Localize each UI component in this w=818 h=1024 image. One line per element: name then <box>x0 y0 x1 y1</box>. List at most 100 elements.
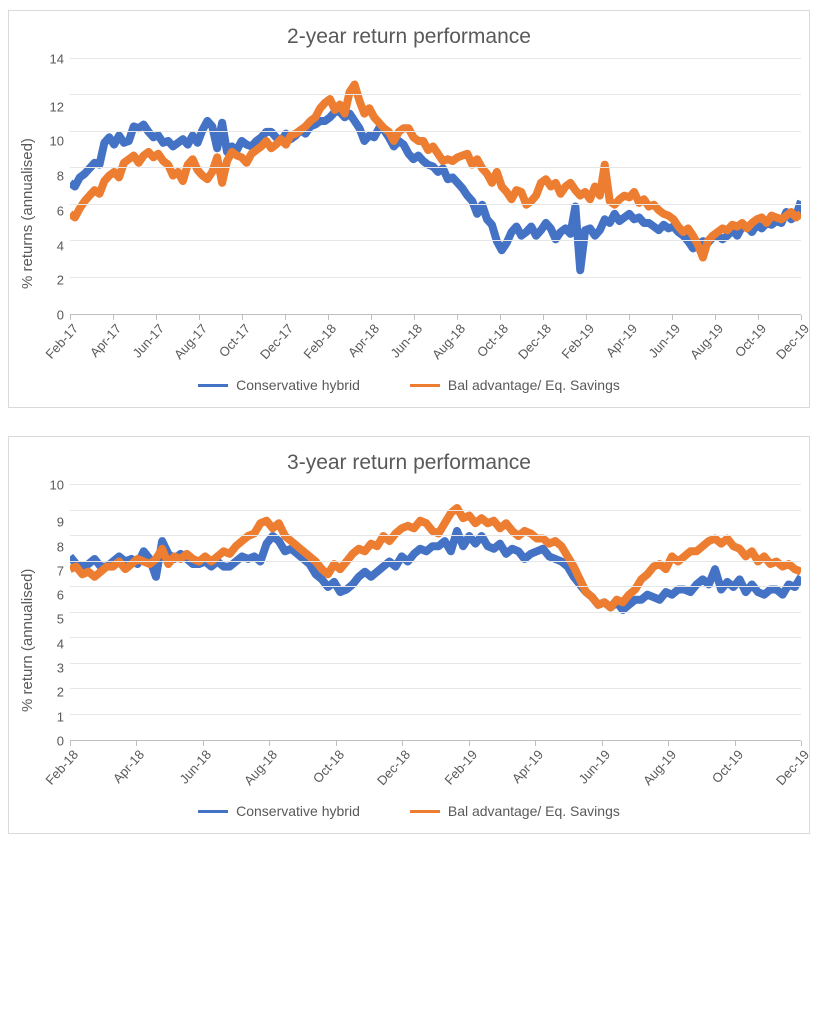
x-tick-label: Aug-18 <box>241 747 280 788</box>
x-tick-mark <box>285 315 286 320</box>
gridline <box>70 535 801 536</box>
legend-item-balanced: Bal advantage/ Eq. Savings <box>410 377 620 393</box>
gridline <box>70 277 801 278</box>
gridline <box>70 510 801 511</box>
x-tick-label: Aug-19 <box>640 747 679 788</box>
y-tick-label: 8 <box>38 540 64 553</box>
y-tick-label: 2 <box>38 686 64 699</box>
y-tick-label: 1 <box>38 710 64 723</box>
x-tick-label: Jun-19 <box>575 747 613 787</box>
y-tick-label: 12 <box>38 100 64 113</box>
plot-row: 02468101214 <box>38 59 801 315</box>
x-tick-mark <box>328 315 329 320</box>
x-tick-mark <box>801 315 802 320</box>
gridline <box>70 94 801 95</box>
chart-title: 3-year return performance <box>17 451 801 475</box>
gridline <box>70 663 801 664</box>
x-tick-mark <box>668 741 669 746</box>
legend-item-conservative: Conservative hybrid <box>198 377 360 393</box>
x-tick-mark <box>715 315 716 320</box>
gridline <box>70 167 801 168</box>
legend-label: Bal advantage/ Eq. Savings <box>448 377 620 393</box>
x-tick-mark <box>469 741 470 746</box>
x-tick-mark <box>457 315 458 320</box>
x-tick-label: Apr-17 <box>87 321 124 360</box>
x-tick-label: Apr-18 <box>110 747 147 786</box>
legend-swatch-icon <box>410 810 440 813</box>
x-tick-mark <box>70 741 71 746</box>
y-tick-label: 10 <box>38 479 64 492</box>
y-tick-label: 5 <box>38 613 64 626</box>
x-tick-mark <box>535 741 536 746</box>
x-tick-label: Jun-17 <box>129 321 167 361</box>
plot-area <box>70 485 801 741</box>
legend: Conservative hybrid Bal advantage/ Eq. S… <box>17 803 801 819</box>
x-tick-label: Dec-18 <box>374 747 413 788</box>
y-ticks: 012345678910 <box>38 485 70 741</box>
x-tick-label: Aug-19 <box>687 321 726 362</box>
chart-2-year-returns: 2-year return performance % returns (ann… <box>8 10 810 408</box>
y-tick-label: 6 <box>38 204 64 217</box>
legend-label: Conservative hybrid <box>236 803 360 819</box>
y-tick-label: 4 <box>38 239 64 252</box>
plot-row: 012345678910 <box>38 485 801 741</box>
gridline <box>70 561 801 562</box>
x-tick-label: Oct-18 <box>310 747 347 786</box>
plot-wrap: % returns (annualised) 02468101214 Feb-1… <box>17 59 801 369</box>
x-tick-label: Dec-18 <box>515 321 554 362</box>
y-tick-label: 4 <box>38 637 64 650</box>
x-tick-mark <box>602 741 603 746</box>
x-tick-mark <box>371 315 372 320</box>
x-tick-label: Apr-19 <box>603 321 640 360</box>
x-tick-mark <box>629 315 630 320</box>
y-tick-label: 2 <box>38 274 64 287</box>
x-tick-mark <box>70 315 71 320</box>
y-axis-label: % returns (annualised) <box>17 59 38 369</box>
x-tick-label: Aug-18 <box>429 321 468 362</box>
x-tick-mark <box>758 315 759 320</box>
gridline <box>70 688 801 689</box>
plot-column: 012345678910 Feb-18Apr-18Jun-18Aug-18Oct… <box>38 485 801 795</box>
legend-swatch-icon <box>410 384 440 387</box>
x-tick-label: Dec-19 <box>773 321 812 362</box>
y-tick-label: 7 <box>38 564 64 577</box>
gridline <box>70 637 801 638</box>
x-tick-mark <box>543 315 544 320</box>
chart-3-year-returns: 3-year return performance % return (annu… <box>8 436 810 834</box>
x-tick-mark <box>735 741 736 746</box>
x-tick-mark <box>336 741 337 746</box>
legend-item-conservative: Conservative hybrid <box>198 803 360 819</box>
x-ticks: Feb-18Apr-18Jun-18Aug-18Oct-18Dec-18Feb-… <box>70 741 801 795</box>
x-tick-label: Feb-17 <box>42 321 81 362</box>
x-tick-mark <box>672 315 673 320</box>
x-tick-label: Feb-18 <box>42 747 81 788</box>
x-tick-label: Oct-19 <box>732 321 769 360</box>
y-axis-label: % return (annualised) <box>17 485 38 795</box>
x-tick-mark <box>402 741 403 746</box>
x-tick-mark <box>269 741 270 746</box>
legend-swatch-icon <box>198 810 228 813</box>
y-tick-label: 0 <box>38 308 64 321</box>
y-tick-label: 3 <box>38 662 64 675</box>
y-ticks: 02468101214 <box>38 59 70 315</box>
x-tick-label: Feb-19 <box>558 321 597 362</box>
y-tick-label: 6 <box>38 589 64 602</box>
gridline <box>70 131 801 132</box>
x-tick-label: Jun-19 <box>645 321 683 361</box>
x-tick-label: Oct-18 <box>474 321 511 360</box>
chart-title: 2-year return performance <box>17 25 801 49</box>
plot-area <box>70 59 801 315</box>
gridline <box>70 204 801 205</box>
x-tick-label: Dec-19 <box>773 747 812 788</box>
x-tick-label: Dec-17 <box>257 321 296 362</box>
x-tick-mark <box>113 315 114 320</box>
x-tick-mark <box>414 315 415 320</box>
gridline <box>70 714 801 715</box>
x-tick-label: Feb-18 <box>300 321 339 362</box>
y-tick-label: 8 <box>38 170 64 183</box>
gridline <box>70 586 801 587</box>
x-tick-label: Oct-17 <box>216 321 253 360</box>
x-tick-label: Apr-19 <box>509 747 546 786</box>
x-tick-mark <box>156 315 157 320</box>
x-tick-mark <box>801 741 802 746</box>
